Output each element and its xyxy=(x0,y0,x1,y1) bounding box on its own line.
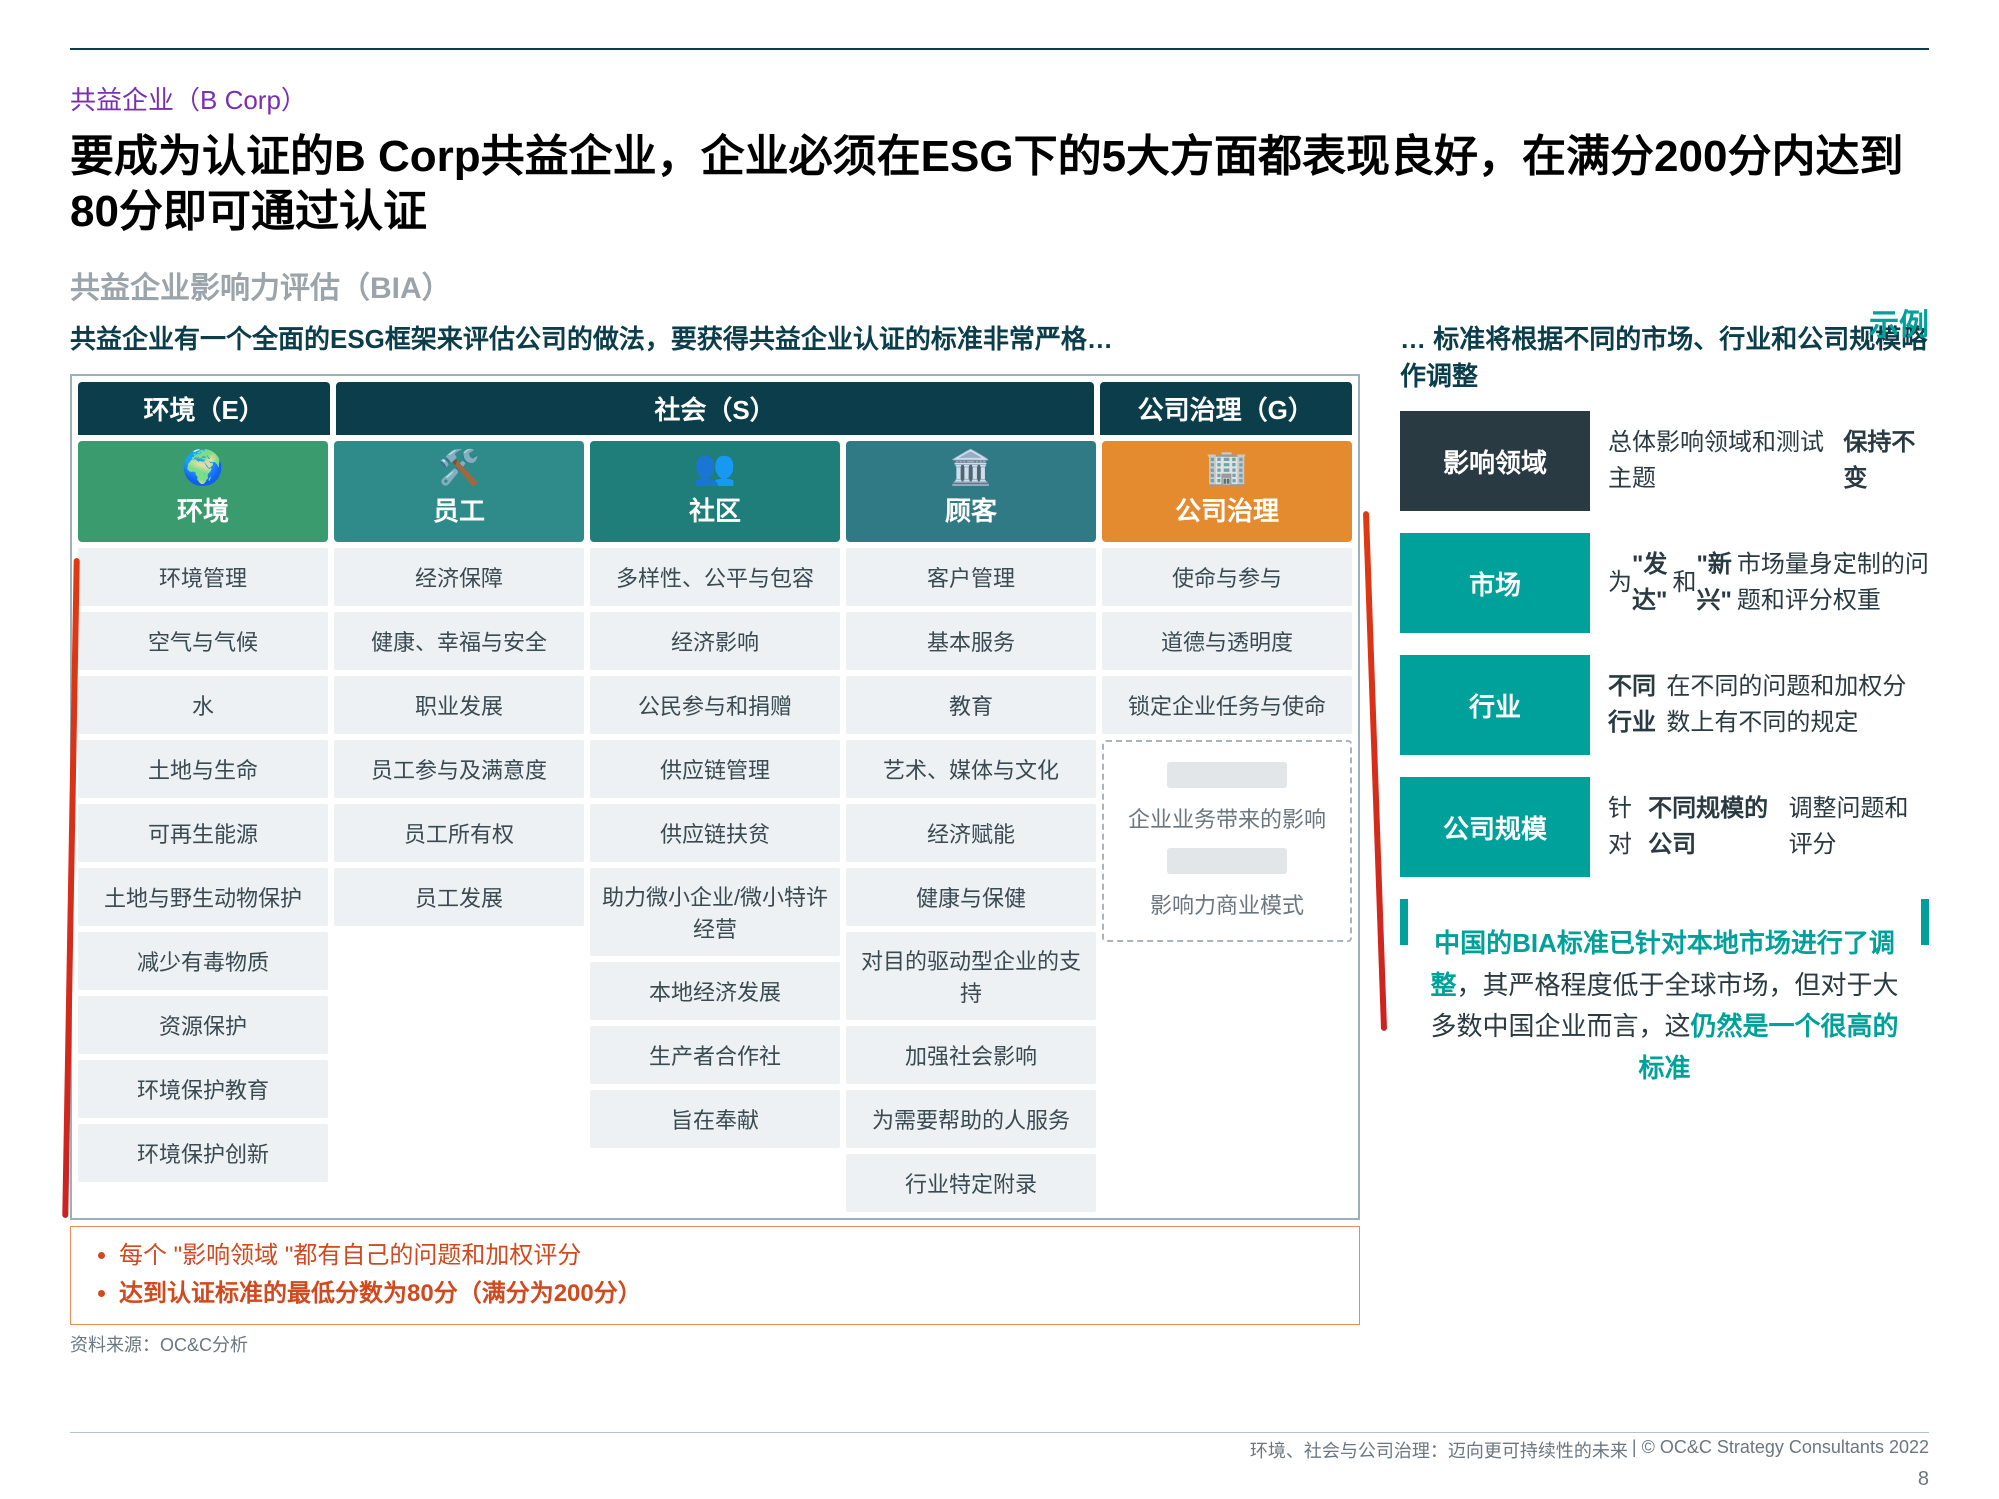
framework-cell: 健康、幸福与安全 xyxy=(334,612,584,670)
note-1: 每个 "影响领域 "都有自己的问题和加权评分 xyxy=(119,1237,1339,1275)
framework-cell: 供应链管理 xyxy=(590,740,840,798)
framework-cell: 健康与保健 xyxy=(846,868,1096,926)
framework-cell: 土地与生命 xyxy=(78,740,328,798)
adjust-tag: 行业 xyxy=(1400,655,1590,755)
esg-header-e: 环境（E） xyxy=(78,382,330,435)
pillar-label: 环境 xyxy=(78,491,328,528)
right-lead: … 标准将根据不同的市场、行业和公司规模略作调整 xyxy=(1400,319,1929,393)
framework-cell: 旨在奉献 xyxy=(590,1090,840,1148)
adjust-row: 影响领域总体影响领域和测试主题保持不变 xyxy=(1400,411,1929,511)
subtitle: 共益企业影响力评估（BIA） xyxy=(70,263,1929,307)
pillar-icon: 🏢 xyxy=(1102,451,1352,485)
pillar-label: 员工 xyxy=(334,491,584,528)
framework-cell: 资源保护 xyxy=(78,996,328,1054)
framework-cell: 锁定企业任务与使命 xyxy=(1102,676,1352,734)
note-2: 达到认证标准的最低分数为80分（满分为200分） xyxy=(119,1275,1339,1313)
framework-cell: 使命与参与 xyxy=(1102,548,1352,606)
framework-cell: 为需要帮助的人服务 xyxy=(846,1090,1096,1148)
source-label: 资料来源：OC&C分析 xyxy=(70,1331,1360,1357)
adjust-tag: 市场 xyxy=(1400,533,1590,633)
framework-cell: 客户管理 xyxy=(846,548,1096,606)
framework-cell: 经济保障 xyxy=(334,548,584,606)
pillar-icon: 🏛️ xyxy=(846,451,1096,485)
framework-cell: 加强社会影响 xyxy=(846,1026,1096,1084)
pillar-icon: 👥 xyxy=(590,451,840,485)
framework-cell: 环境保护创新 xyxy=(78,1124,328,1182)
adjust-text: 不同行业在不同的问题和加权分数上有不同的规定 xyxy=(1608,655,1929,755)
pillar-社区: 👥 社区 xyxy=(590,441,840,542)
adjust-tag: 影响领域 xyxy=(1400,411,1590,511)
framework-cell: 对目的驱动型企业的支持 xyxy=(846,932,1096,1020)
framework-cell: 职业发展 xyxy=(334,676,584,734)
framework-cell: 艺术、媒体与文化 xyxy=(846,740,1096,798)
framework-cell: 多样性、公平与包容 xyxy=(590,548,840,606)
framework-cell: 本地经济发展 xyxy=(590,962,840,1020)
esg-header-g: 公司治理（G） xyxy=(1100,382,1352,435)
framework-cell: 经济赋能 xyxy=(846,804,1096,862)
pillar-员工: 🛠️ 员工 xyxy=(334,441,584,542)
dashed-box: 企业业务带来的影响影响力商业模式 xyxy=(1102,740,1352,942)
framework-cell: 员工发展 xyxy=(334,868,584,926)
page-number: 8 xyxy=(1918,1468,1929,1491)
framework-cell: 经济影响 xyxy=(590,612,840,670)
framework-cell: 基本服务 xyxy=(846,612,1096,670)
adjust-tag: 公司规模 xyxy=(1400,777,1590,877)
framework-cell: 土地与野生动物保护 xyxy=(78,868,328,926)
adjust-text: 针对不同规模的公司调整问题和评分 xyxy=(1608,777,1929,877)
pillar-label: 公司治理 xyxy=(1102,491,1352,528)
note-box: 每个 "影响领域 "都有自己的问题和加权评分 达到认证标准的最低分数为80分（满… xyxy=(70,1226,1360,1325)
left-lead: 共益企业有一个全面的ESG框架来评估公司的做法，要获得共益企业认证的标准非常严格… xyxy=(70,319,1360,356)
framework-cell: 道德与透明度 xyxy=(1102,612,1352,670)
framework-cell: 员工参与及满意度 xyxy=(334,740,584,798)
footer: 环境、社会与公司治理：迈向更可持续性的未来 | © OC&C Strategy … xyxy=(70,1432,1929,1463)
framework-cell: 教育 xyxy=(846,676,1096,734)
annotation-stroke xyxy=(1363,511,1387,1031)
pillar-环境: 🌍 环境 xyxy=(78,441,328,542)
framework-cell: 环境管理 xyxy=(78,548,328,606)
framework-cell: 员工所有权 xyxy=(334,804,584,862)
pillar-顾客: 🏛️ 顾客 xyxy=(846,441,1096,542)
esg-framework: 环境（E） 社会（S） 公司治理（G） 🌍环境🛠️员工👥社区🏛️顾客🏢公司治理 … xyxy=(70,374,1360,1220)
framework-cell: 可再生能源 xyxy=(78,804,328,862)
adjust-text: 为 "发达" 和 "新兴" 市场量身定制的问题和评分权重 xyxy=(1608,533,1929,633)
adjust-row: 行业不同行业在不同的问题和加权分数上有不同的规定 xyxy=(1400,655,1929,755)
adjust-row: 公司规模针对不同规模的公司调整问题和评分 xyxy=(1400,777,1929,877)
pillar-icon: 🌍 xyxy=(78,451,328,485)
framework-cell: 公民参与和捐赠 xyxy=(590,676,840,734)
framework-cell: 空气与气候 xyxy=(78,612,328,670)
framework-cell: 助力微小企业/微小特许经营 xyxy=(590,868,840,956)
example-label: 示例 xyxy=(1869,300,1929,344)
framework-cell: 供应链扶贫 xyxy=(590,804,840,862)
pillar-label: 社区 xyxy=(590,491,840,528)
page-title: 要成为认证的B Corp共益企业，企业必须在ESG下的5大方面都表现良好，在满分… xyxy=(70,129,1929,239)
kicker: 共益企业（B Corp） xyxy=(70,80,1929,117)
framework-cell: 生产者合作社 xyxy=(590,1026,840,1084)
framework-cell: 水 xyxy=(78,676,328,734)
framework-cell: 环境保护教育 xyxy=(78,1060,328,1118)
callout-box: 中国的BIA标准已针对本地市场进行了调整，其严格程度低于全球市场，但对于大多数中… xyxy=(1400,899,1929,1113)
esg-header-s: 社会（S） xyxy=(336,382,1093,435)
adjust-row: 市场为 "发达" 和 "新兴" 市场量身定制的问题和评分权重 xyxy=(1400,533,1929,633)
framework-cell: 减少有毒物质 xyxy=(78,932,328,990)
pillar-icon: 🛠️ xyxy=(334,451,584,485)
pillar-公司治理: 🏢 公司治理 xyxy=(1102,441,1352,542)
pillar-label: 顾客 xyxy=(846,491,1096,528)
framework-cell: 行业特定附录 xyxy=(846,1154,1096,1212)
adjust-text: 总体影响领域和测试主题保持不变 xyxy=(1608,411,1929,511)
